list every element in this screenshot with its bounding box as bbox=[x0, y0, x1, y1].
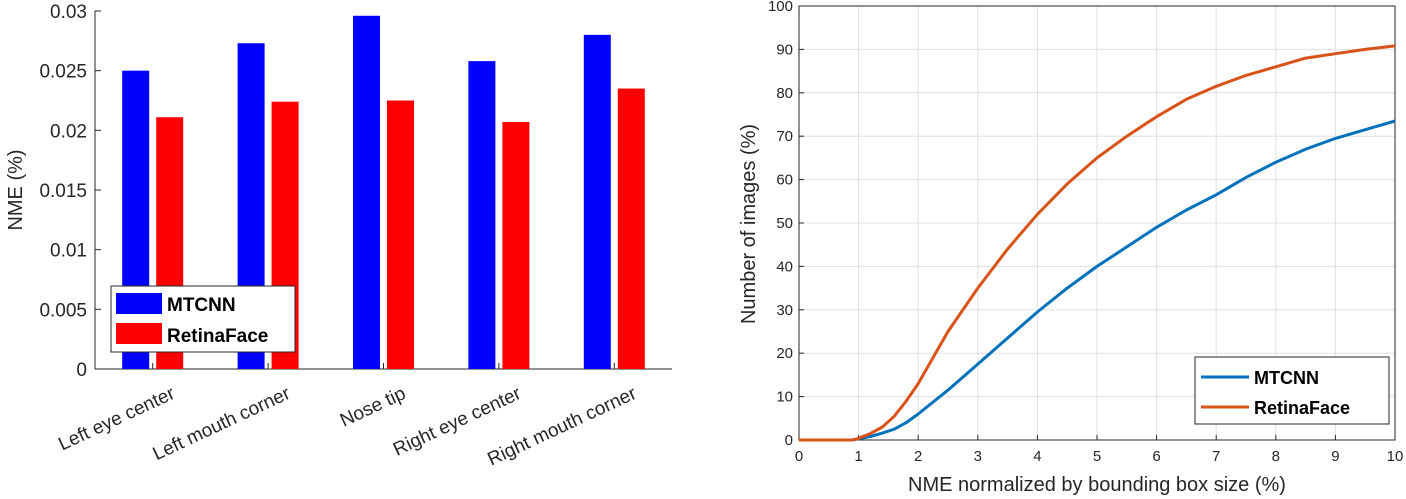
line-x-axis-label: NME normalized by bounding box size (%) bbox=[908, 474, 1286, 496]
line-legend-box bbox=[1194, 356, 1390, 425]
line-y-tick-label: 90 bbox=[776, 41, 793, 58]
bar-legend-swatch-retinaface bbox=[116, 323, 162, 344]
line-x-tick-label: 5 bbox=[1093, 448, 1101, 465]
bar-mtcnn-right-eye-center bbox=[468, 61, 496, 370]
bar-retinaface-nose-tip bbox=[387, 100, 414, 369]
line-y-tick-label: 30 bbox=[776, 302, 793, 319]
line-x-tick-label: 1 bbox=[854, 448, 862, 465]
bar-mtcnn-nose-tip bbox=[353, 15, 380, 369]
line-y-tick-label: 70 bbox=[776, 128, 793, 145]
line-y-tick-label: 0 bbox=[785, 432, 793, 449]
line-x-tick-label: 0 bbox=[795, 448, 803, 465]
line-x-tick-label: 3 bbox=[974, 448, 982, 465]
line-x-tick-label: 8 bbox=[1272, 448, 1280, 465]
bar-y-axis-label: NME (%) bbox=[5, 149, 27, 230]
bar-retinaface-right-mouth-corner bbox=[617, 88, 645, 370]
line-series-mtcnn bbox=[799, 119, 1396, 442]
line-y-tick-label: 40 bbox=[776, 258, 793, 275]
bar-y-tick-label: 0.03 bbox=[50, 2, 87, 23]
line-legend-label-mtcnn: MTCNN bbox=[1254, 368, 1319, 388]
bar-y-tick-label: 0.005 bbox=[39, 300, 87, 321]
line-y-tick-label: 100 bbox=[768, 0, 793, 15]
bar-y-tick-label: 0.015 bbox=[39, 181, 87, 202]
line-series-retinaface bbox=[799, 44, 1396, 442]
line-x-tick-label: 2 bbox=[914, 448, 922, 465]
bar-legend-label-mtcnn: MTCNN bbox=[167, 295, 236, 316]
line-y-axis-label: Number of images (%) bbox=[738, 124, 760, 324]
line-y-tick-label: 20 bbox=[776, 345, 793, 362]
bar-mtcnn-right-mouth-corner bbox=[583, 34, 611, 369]
bar-legend: MTCNN RetinaFace bbox=[110, 285, 296, 353]
line-legend-label-retinaface: RetinaFace bbox=[1254, 398, 1350, 418]
bar-retinaface-right-eye-center bbox=[502, 121, 530, 369]
bar-category-label: Nose tip bbox=[337, 383, 409, 431]
line-x-tick-label: 7 bbox=[1212, 448, 1220, 465]
bar-y-tick-label: 0.02 bbox=[50, 121, 87, 142]
bar-y-tick-label: 0.025 bbox=[39, 62, 87, 83]
bar-y-tick-label: 0.01 bbox=[50, 241, 87, 262]
line-y-tick-label: 80 bbox=[776, 85, 793, 102]
line-legend: MTCNN RetinaFace bbox=[1194, 356, 1390, 425]
line-y-tick-label: 50 bbox=[776, 215, 793, 232]
bar-legend-swatch-mtcnn bbox=[116, 293, 162, 314]
line-y-tick-label: 10 bbox=[776, 389, 793, 406]
bar-legend-label-retinaface: RetinaFace bbox=[167, 326, 268, 347]
line-x-tick-label: 9 bbox=[1331, 448, 1339, 465]
line-y-tick-label: 60 bbox=[776, 172, 793, 189]
line-x-tick-label: 10 bbox=[1387, 448, 1404, 465]
line-x-tick-label: 4 bbox=[1033, 448, 1041, 465]
line-x-tick-label: 6 bbox=[1152, 448, 1160, 465]
bar-y-tick-label: 0 bbox=[76, 360, 87, 381]
line-chart: 0 10 20 30 40 50 60 70 80 90 100 0 1 2 3 4 5 6 7 8 9 10 NME … bbox=[738, 0, 1403, 496]
